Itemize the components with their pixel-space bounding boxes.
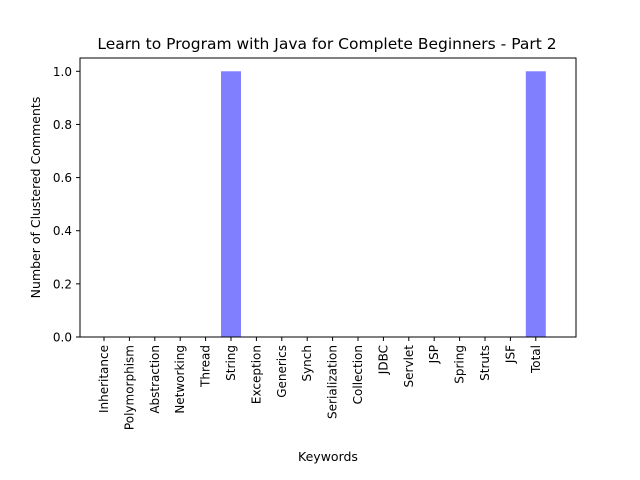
plot-frame bbox=[79, 57, 577, 338]
chart-title: Learn to Program with Java for Complete … bbox=[97, 35, 556, 53]
y-tick-label: 0.6 bbox=[53, 171, 72, 185]
y-axis-label: Number of Clustered Comments bbox=[28, 97, 43, 299]
y-tick-label: 1.0 bbox=[53, 65, 72, 79]
x-tick-label: Total bbox=[529, 345, 543, 374]
x-tick-label: Polymorphism bbox=[122, 345, 136, 430]
y-tick-label: 0.0 bbox=[53, 331, 72, 345]
x-tick-label: Thread bbox=[199, 345, 213, 388]
x-axis: Inheritance Polymorphism Abstraction Networ… bbox=[97, 337, 543, 430]
x-tick-label: Synch bbox=[300, 345, 314, 382]
x-tick-label: Serialization bbox=[326, 345, 340, 419]
x-tick-label: Inheritance bbox=[97, 345, 111, 413]
bar-string bbox=[221, 71, 241, 337]
x-tick-label: JDBC bbox=[376, 345, 390, 375]
x-tick-label: Networking bbox=[173, 345, 187, 414]
x-tick-label: JSP bbox=[427, 345, 441, 364]
y-axis: 0.0 0.2 0.4 0.6 0.8 1.0 bbox=[53, 65, 80, 345]
x-tick-label: Generics bbox=[275, 345, 289, 398]
x-tick-label: Abstraction bbox=[148, 345, 162, 414]
x-tick-label: Spring bbox=[453, 345, 467, 384]
x-axis-label: Keywords bbox=[298, 449, 358, 464]
y-tick-label: 0.2 bbox=[53, 277, 72, 291]
x-tick-label: String bbox=[224, 345, 238, 381]
x-tick-label: Exception bbox=[249, 345, 263, 404]
bars-group bbox=[221, 71, 546, 337]
y-tick-label: 0.4 bbox=[53, 224, 72, 238]
x-tick-label: JSF bbox=[503, 345, 517, 364]
x-tick-label: Servlet bbox=[402, 345, 416, 388]
x-tick-label: Struts bbox=[478, 345, 492, 381]
bar-total bbox=[525, 71, 546, 337]
y-tick-label: 0.8 bbox=[53, 118, 72, 132]
x-tick-label: Collection bbox=[351, 345, 365, 404]
